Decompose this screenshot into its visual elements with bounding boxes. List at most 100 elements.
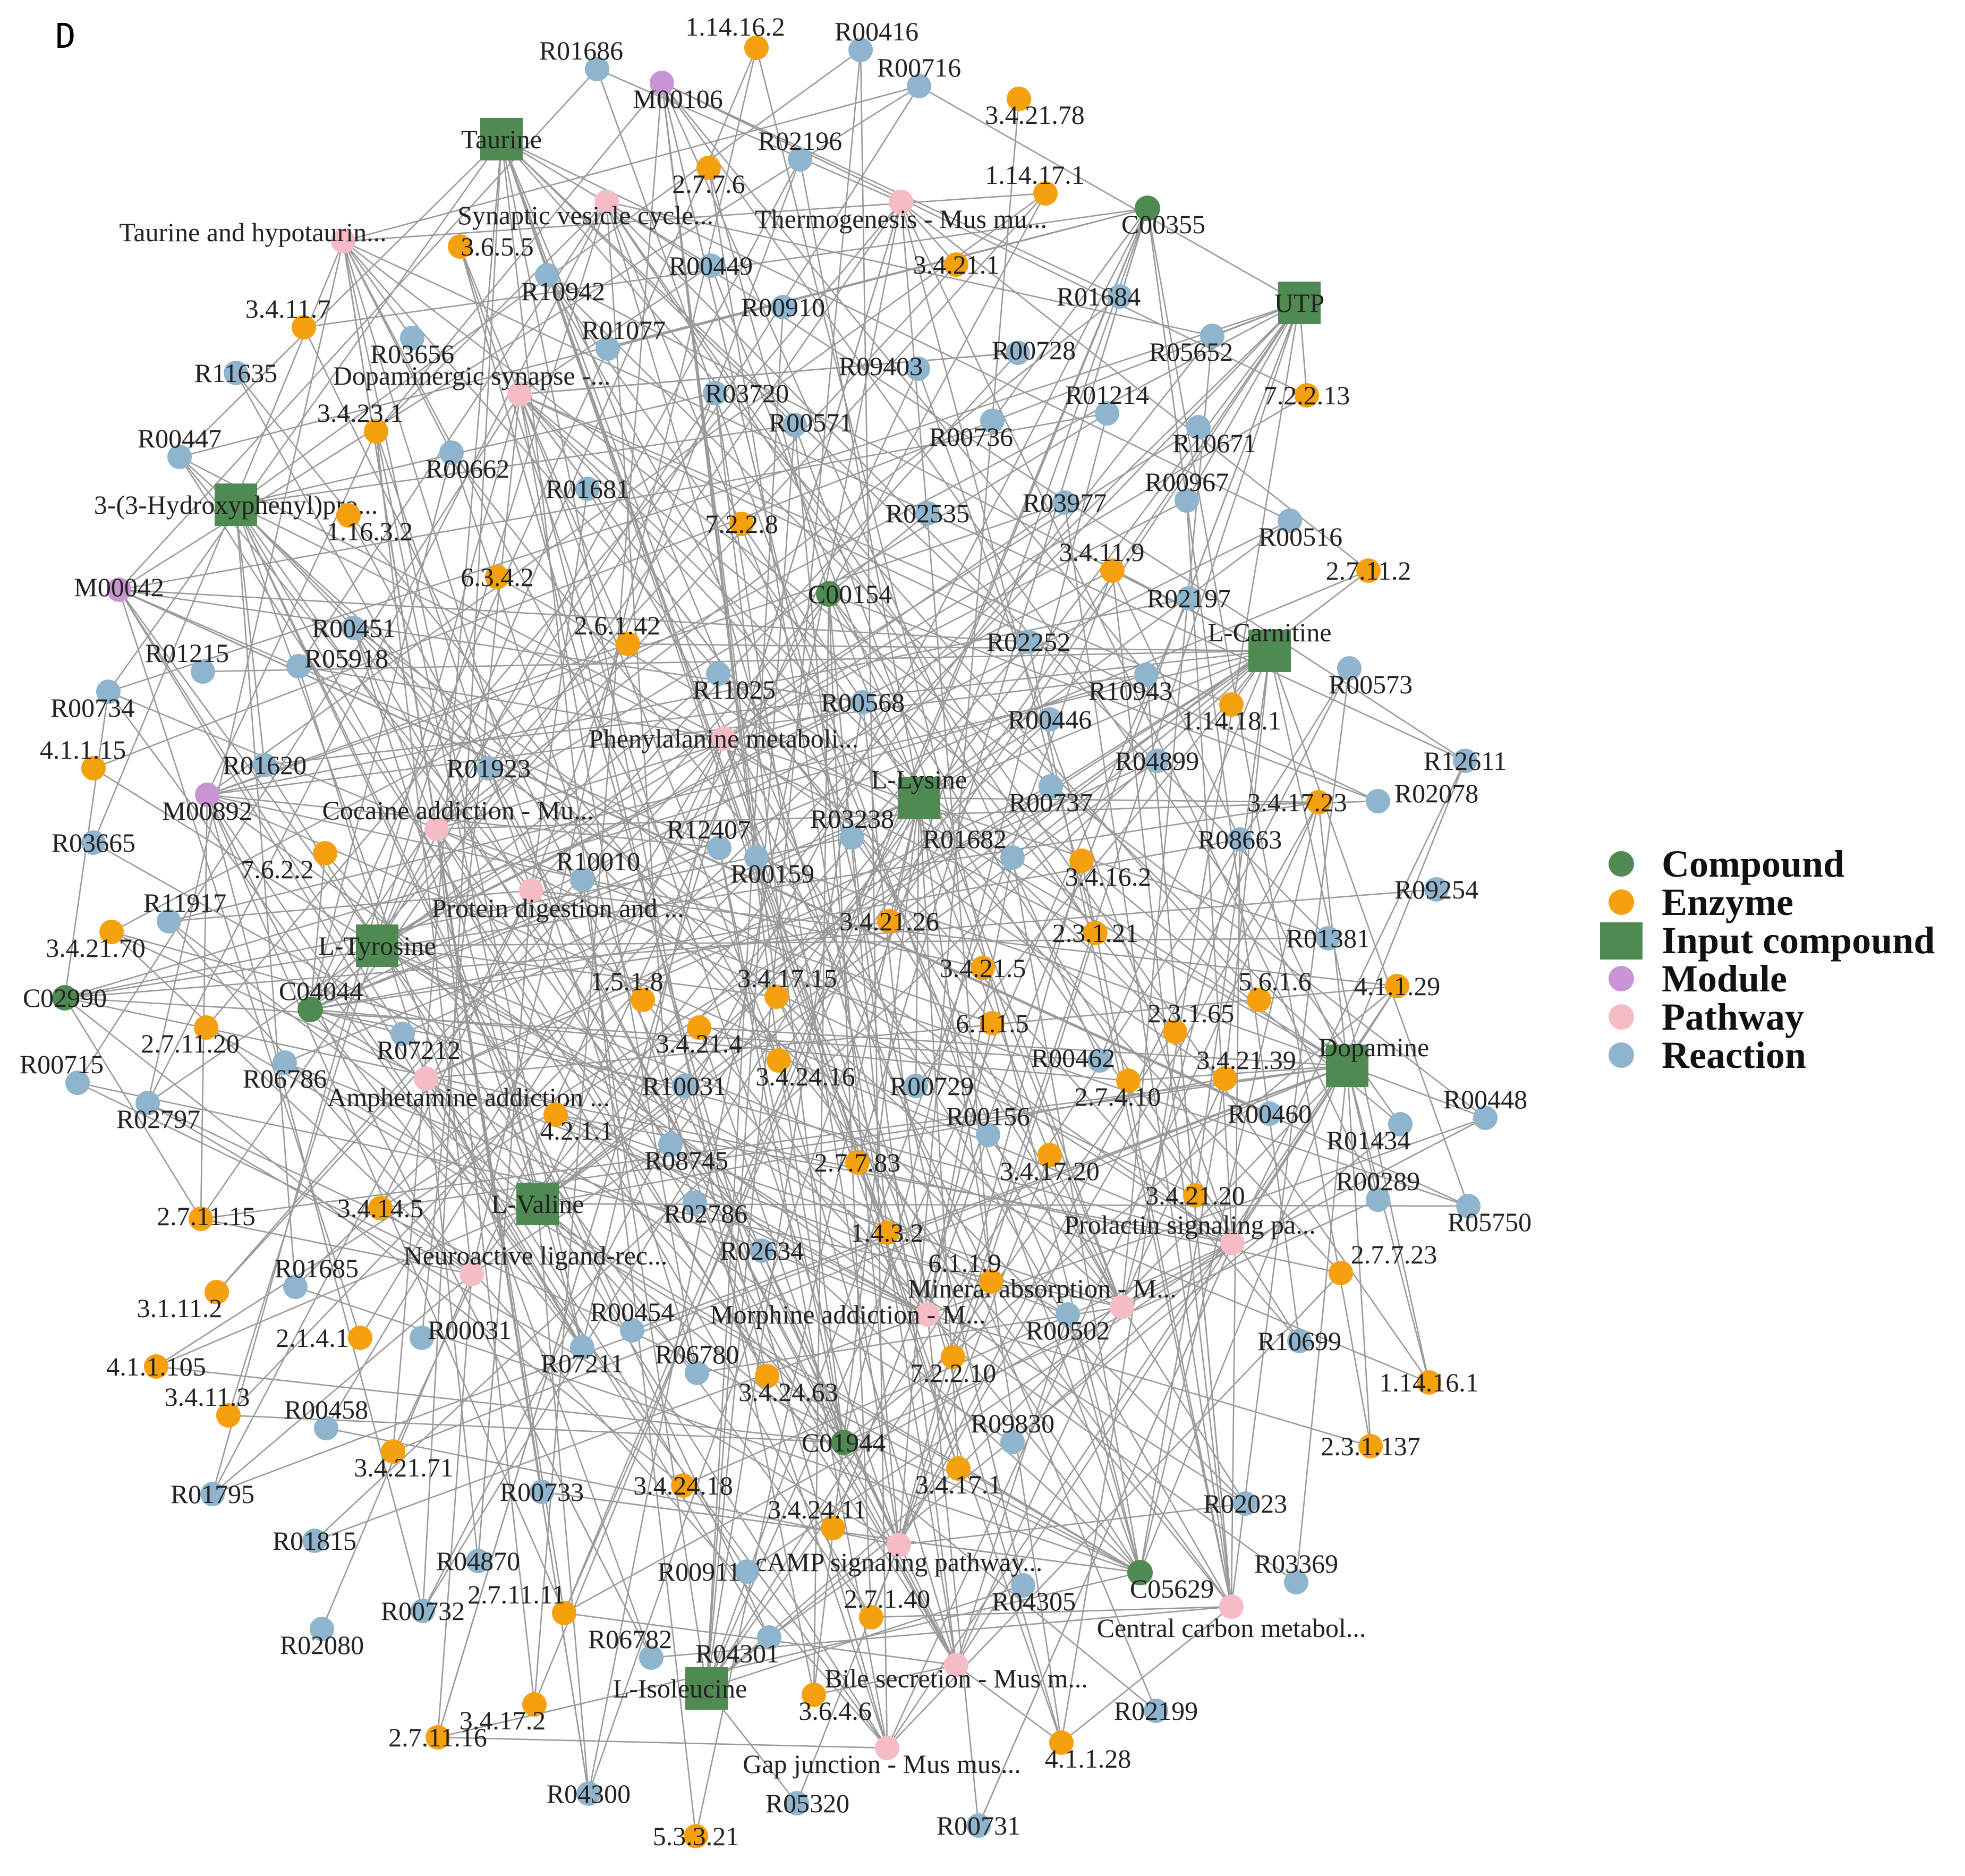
edge [886,986,1398,1748]
node-reaction-r01434: R01434 [1326,1112,1413,1155]
node-reaction-r10699: R10699 [1257,1326,1341,1356]
node-enzyme-2-7-7-6: 2.7.7.6 [672,156,745,199]
edge [563,208,1149,1614]
node-marker [157,909,181,933]
node-marker [685,1667,728,1710]
node-marker [946,1456,971,1481]
edge [832,302,1300,1529]
node-label: Thermogenesis - Mus mu... [755,204,1047,234]
node-enzyme-1-14-18-1: 1.14.18.1 [1181,692,1281,735]
node-marker [1108,284,1132,309]
node-label: C05629 [1130,1574,1214,1603]
node-enzyme-2-7-11-2: 2.7.11.2 [1326,556,1411,585]
legend-label: Pathway [1662,996,1804,1038]
node-reaction-r01077: R01077 [582,315,666,361]
node-label: 3.4.24.11 [768,1495,866,1524]
node-label: R01685 [275,1253,359,1283]
edge [310,570,1369,1011]
edge [179,456,724,740]
node-label: 2.7.11.16 [388,1722,487,1752]
node-label: 5.6.1.6 [1238,966,1312,996]
node-pathway-protein-digestion-and: Protein digestion and ... [432,878,684,923]
node-reaction-r10031: R10031 [642,1071,726,1101]
node-marker [906,356,930,381]
node-label: R04305 [992,1586,1076,1616]
node-reaction-r03656: R03656 [370,326,454,369]
node-label: 4.1.1.29 [1354,971,1441,1001]
node-label: R00732 [381,1596,465,1626]
edge [1064,502,1232,1607]
edge [706,1468,959,1689]
node-reaction-r00458: R00458 [284,1395,368,1440]
node-marker [81,830,106,855]
node-label: R05918 [304,643,388,673]
edge [661,82,1307,396]
node-marker [364,419,388,444]
edge [530,159,801,891]
node-label: R02535 [886,498,969,528]
node-marker [477,756,501,780]
node-enzyme-7-6-2-2: 7.6.2.2 [241,841,337,884]
edge [708,167,830,595]
node-reaction-r00967: R00967 [1145,467,1229,513]
node-label: R00156 [946,1101,1030,1131]
node-label: 3.4.21.39 [1196,1045,1296,1075]
node-marker [1287,1329,1312,1353]
node-marker [1366,789,1390,813]
node-label: R01815 [273,1526,356,1556]
node-label: R01682 [923,824,1007,854]
edge [500,139,1157,1711]
node-label: 1.14.16.2 [685,12,785,41]
edge [918,718,1050,799]
edge [828,193,1047,595]
node-label: R00449 [669,251,753,281]
node-pathway-neuroactive-ligand-rec: Neuroactive ligand-rec... [404,1241,667,1286]
node-label: C04044 [279,976,363,1006]
edge [309,348,609,1010]
node-label: Dopamine [1318,1032,1429,1062]
node-marker [1177,586,1201,610]
node-label: 3.4.11.7 [245,294,331,324]
node-marker [596,336,620,361]
node-marker [1417,1370,1441,1395]
node-label: R01686 [539,36,623,65]
node-marker [1200,324,1224,348]
node-marker [1247,988,1271,1012]
edge [898,932,1096,1546]
edge [519,394,1341,1274]
edge [518,394,768,1377]
node-marker [1316,926,1340,950]
node-marker [252,753,277,777]
node-label: R01681 [546,474,630,504]
edge [661,82,1147,675]
node-enzyme-2-3-1-21: 2.3.1.21 [1052,918,1139,948]
node-marker [877,909,901,933]
node-marker [980,409,1005,433]
node-marker [1228,827,1252,852]
edge [392,139,503,1452]
edge [926,1314,980,1826]
node-label: R00736 [929,422,1013,452]
node-label: R00462 [1031,1043,1115,1073]
node-marker [1175,488,1199,513]
node-label: 3.1.11.2 [137,1293,223,1323]
node-compound-c00154: C00154 [808,579,892,609]
edge [1128,1065,1348,1082]
node-label: R00729 [890,1071,974,1101]
node-label: 7.2.2.10 [910,1358,997,1388]
node-pathway-prolactin-signaling-pa: Prolactin signaling pa... [1064,1210,1316,1255]
edge [314,1313,928,1542]
edge [147,945,378,1104]
node-label: R06780 [655,1339,739,1369]
edge [202,650,1270,673]
edge [927,1313,1371,1447]
node-marker [356,924,398,967]
network-nodes: Taurine UTP 3-(3-Hydroxyphenyl)pro... L-Car… [20,12,1532,1851]
edge [64,888,1437,999]
node-pathway-cocaine-addiction-mu: Cocaine addiction - Mu... [322,795,594,841]
edge [714,393,900,1546]
edge [425,1078,770,1638]
node-reaction-r10671: R10671 [1172,415,1256,458]
edge [179,139,502,457]
edge [632,1065,1348,1331]
